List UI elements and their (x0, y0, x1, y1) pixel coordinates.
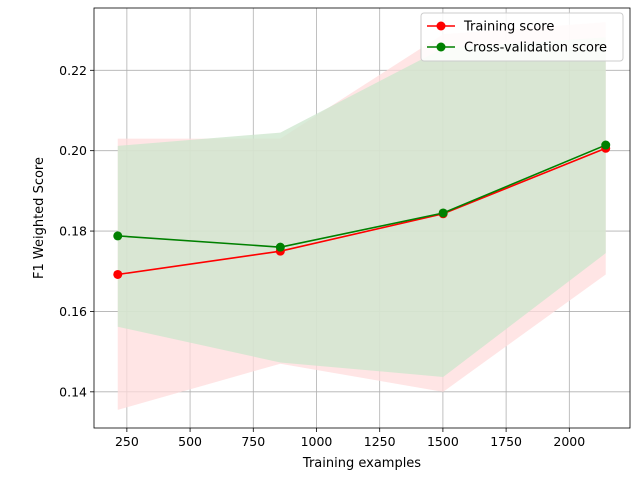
legend-marker-training-score (436, 21, 446, 31)
y-tick-label: 0.16 (59, 304, 87, 319)
data-point-cross-validation-score (438, 208, 448, 218)
y-tick-label: 0.14 (59, 384, 87, 399)
confidence-band-cross-validation-score (117, 37, 606, 377)
series-line-training-score (117, 147, 607, 276)
x-tick-label: 1000 (301, 434, 333, 449)
x-tick-label: 750 (241, 434, 265, 449)
y-tick-label: 0.22 (59, 63, 87, 78)
y-tick-label: 0.18 (59, 224, 87, 239)
confidence-bands (117, 22, 606, 410)
series-lines (117, 144, 607, 276)
legend-label-cross-validation-score: Cross-validation score (464, 41, 607, 56)
data-point-cross-validation-score (601, 140, 611, 150)
x-tick-label: 1250 (364, 434, 396, 449)
x-tick-label: 1500 (427, 434, 459, 449)
axis-ticks: 250 500 750 1000 1250 1500 1750 2000 0.14 0.16 0.1… (59, 63, 585, 449)
legend: Training score Cross-validation score (420, 12, 624, 62)
x-tick-label: 250 (115, 434, 139, 449)
legend-label-training-score: Training score (463, 20, 554, 35)
legend-box (420, 12, 624, 62)
x-tick-label: 2000 (553, 434, 585, 449)
series-points (113, 140, 611, 279)
data-point-cross-validation-score (275, 242, 285, 252)
x-tick-label: 500 (178, 434, 202, 449)
plot-frame (93, 7, 631, 429)
y-axis-label: F1 Weighted Score (32, 157, 47, 279)
x-tick-label: 1750 (490, 434, 522, 449)
data-point-training-score (113, 269, 123, 279)
legend-marker-cross-validation-score (436, 42, 446, 52)
data-point-cross-validation-score (113, 231, 123, 241)
series-line-cross-validation-score (117, 144, 607, 248)
y-tick-label: 0.20 (59, 143, 87, 158)
x-axis-label: Training examples (302, 456, 421, 471)
